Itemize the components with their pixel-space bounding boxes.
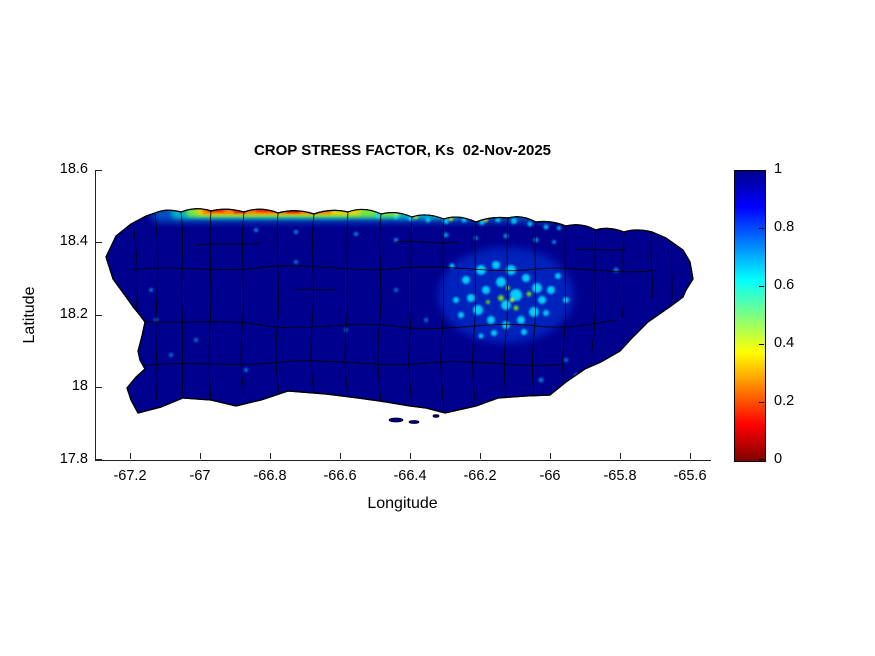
x-tick-label: -66 xyxy=(539,468,561,484)
y-tick-mark xyxy=(96,459,102,460)
x-tick-mark xyxy=(340,453,341,459)
x-tick-label: -66.4 xyxy=(393,468,427,484)
stress-east-central-cluster xyxy=(438,247,574,343)
y-tick-mark xyxy=(96,315,102,316)
colorbar-tick-mark xyxy=(759,402,764,403)
x-tick-mark xyxy=(200,453,201,459)
colorbar-tick-label: 0 xyxy=(774,451,783,467)
x-axis-label: Longitude xyxy=(367,495,438,512)
x-tick-label: -67.2 xyxy=(113,468,147,484)
x-tick-label: -65.8 xyxy=(603,468,637,484)
x-tick-label: -65.6 xyxy=(673,468,707,484)
colorbar-tick-label: 0.8 xyxy=(774,219,795,235)
stress-scattered-pixels xyxy=(149,260,619,383)
x-tick-label: -66.6 xyxy=(323,468,357,484)
colorbar-tick-label: 1 xyxy=(774,161,783,177)
y-tick-mark xyxy=(96,242,102,243)
x-tick-mark xyxy=(410,453,411,459)
y-tick-label: 18.2 xyxy=(59,306,88,322)
y-tick-label: 18.4 xyxy=(59,233,88,249)
x-tick-mark xyxy=(690,453,691,459)
colorbar-tick-mark xyxy=(759,286,764,287)
colorbar-tick-label: 0.4 xyxy=(774,335,795,351)
y-tick-label: 18.6 xyxy=(59,161,88,177)
x-tick-mark xyxy=(270,453,271,459)
y-tick-label: 18 xyxy=(71,378,88,394)
x-tick-label: -66.8 xyxy=(253,468,287,484)
x-tick-mark xyxy=(550,453,551,459)
municipality-boundaries xyxy=(126,210,673,413)
colorbar-tick-mark xyxy=(759,344,764,345)
y-axis-label: Latitude xyxy=(21,286,38,344)
colorbar xyxy=(734,170,766,462)
chart-title: CROP STRESS FACTOR, Ks 02-Nov-2025 xyxy=(253,142,552,159)
offshore-islands xyxy=(388,414,440,424)
y-tick-mark xyxy=(96,170,102,171)
x-tick-mark xyxy=(620,453,621,459)
colorbar-tick-label: 0.2 xyxy=(774,393,795,409)
y-tick-mark xyxy=(96,387,102,388)
y-tick-label: 17.8 xyxy=(59,451,88,467)
x-tick-label: -67 xyxy=(189,468,211,484)
colorbar-tick-mark xyxy=(759,228,764,229)
puerto-rico-map xyxy=(105,208,694,424)
x-tick-label: -66.2 xyxy=(463,468,497,484)
island-fill xyxy=(105,208,694,414)
colorbar-tick-label: 0.6 xyxy=(774,277,795,293)
plot-area xyxy=(95,170,711,461)
island-coastline xyxy=(105,208,694,414)
colorbar-tick-mark xyxy=(759,170,764,171)
colorbar-tick-mark xyxy=(759,459,764,460)
x-tick-mark xyxy=(480,453,481,459)
x-tick-mark xyxy=(130,453,131,459)
